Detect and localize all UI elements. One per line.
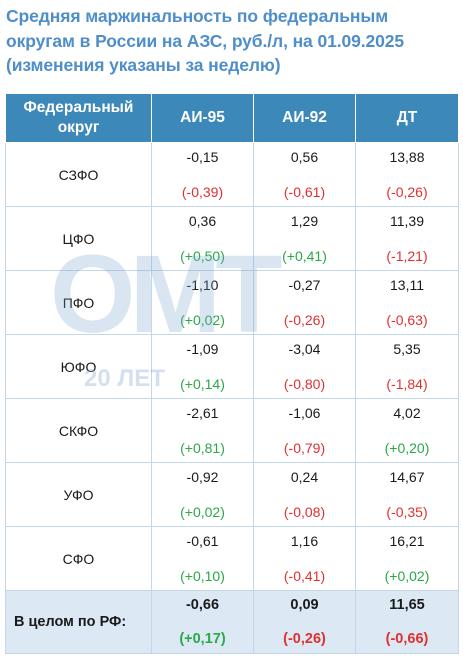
dt-change: (-0,35) (386, 504, 428, 520)
ai92-value: 1,29 (290, 213, 319, 229)
dt-value: 11,39 (390, 213, 424, 229)
ai92-cell: -0,27 (-0,26) (253, 270, 356, 335)
ai92-change: (-0,26) (283, 312, 326, 328)
ai95-change: (+0,02) (180, 504, 225, 520)
ai95-change: (+0,17) (179, 631, 226, 647)
ai92-value: 0,56 (290, 149, 319, 165)
ai95-change: (+0,81) (180, 440, 225, 456)
dt-cell: 14,67 (-0,35) (355, 462, 459, 527)
dt-change: (-0,66) (385, 631, 429, 647)
ai92-cell: 0,56 (-0,61) (253, 142, 356, 207)
ai95-change: (-0,39) (181, 184, 224, 200)
ai95-value: -1,10 (186, 277, 219, 293)
ai92-change: (+0,41) (282, 248, 327, 264)
ai95-value: -0,66 (185, 597, 220, 613)
region-cell: ПФО (5, 270, 152, 335)
ai92-cell: 0,09 (-0,26) (253, 590, 356, 654)
ai95-cell: 0,36 (+0,50) (151, 206, 254, 271)
ai92-change: (-0,80) (283, 376, 326, 392)
dt-value: 11,65 (389, 597, 425, 613)
ai92-change: (-0,79) (283, 440, 326, 456)
header-ai95: АИ-95 (151, 93, 254, 143)
header-row: Федеральный округ АИ-95 АИ-92 ДТ (5, 93, 459, 143)
dt-value: 13,11 (390, 277, 424, 293)
header-dt: ДТ (355, 93, 459, 143)
dt-value: 13,88 (389, 149, 425, 165)
chart-title: Средняя маржинальность по федеральным ок… (6, 6, 405, 75)
region-cell: ЦФО (5, 206, 152, 271)
table-row: УФО -0,92 (+0,02) 0,24 (-0,08) 14,67 (-0,35) (5, 462, 459, 527)
region-cell: СФО (5, 526, 152, 591)
region-cell: ЮФО (5, 334, 152, 399)
table-row: ЦФО 0,36 (+0,50) 1,29 (+0,41) 11,39 (-1,21) (5, 206, 459, 271)
ai95-cell: -0,92 (+0,02) (151, 462, 254, 527)
table-row: ПФО -1,10 (+0,02) -0,27 (-0,26) 13,11 (-0,63) (5, 270, 459, 335)
header-ai92: АИ-92 (253, 93, 356, 143)
ai92-change: (-0,08) (283, 504, 326, 520)
dt-cell: 13,11 (-0,63) (355, 270, 459, 335)
ai95-value: -0,92 (186, 469, 219, 485)
ai92-cell: 1,29 (+0,41) (253, 206, 356, 271)
region-cell: СКФО (5, 398, 152, 463)
ai92-cell: -3,04 (-0,80) (253, 334, 356, 399)
table-row: ЮФО -1,09 (+0,14) -3,04 (-0,80) 5,35 (-1,84) (5, 334, 459, 399)
region-cell: СЗФО (5, 142, 152, 207)
ai95-value: -0,15 (186, 149, 219, 165)
margin-table: Федеральный округ АИ-95 АИ-92 ДТ СЗФО -0,… (5, 93, 459, 654)
dt-cell: 13,88 (-0,26) (355, 142, 459, 207)
ai95-change: (+0,50) (180, 248, 225, 264)
ai92-cell: 0,24 (-0,08) (253, 462, 356, 527)
dt-value: 4,02 (393, 405, 421, 421)
dt-change: (+0,02) (384, 568, 430, 584)
dt-change: (+0,20) (384, 440, 430, 456)
dt-change: (-1,84) (386, 376, 428, 392)
total-row: В целом по РФ: -0,66 (+0,17) 0,09 (-0,26) 11,… (5, 590, 459, 654)
ai95-cell: -1,10 (+0,02) (151, 270, 254, 335)
ai92-value: -3,04 (288, 341, 321, 357)
table-row: СКФО -2,61 (+0,81) -1,06 (-0,79) 4,02 (+0,20) (5, 398, 459, 463)
ai95-cell: -1,09 (+0,14) (151, 334, 254, 399)
table-row: СФО -0,61 (+0,10) 1,16 (-0,41) 16,21 (+0,02) (5, 526, 459, 591)
dt-cell: 16,21 (+0,02) (355, 526, 459, 591)
dt-value: 16,21 (389, 533, 425, 549)
ai92-change: (-0,41) (283, 568, 326, 584)
ai92-value: 1,16 (290, 533, 319, 549)
ai95-cell: -0,61 (+0,10) (151, 526, 254, 591)
dt-cell: 5,35 (-1,84) (355, 334, 459, 399)
ai92-change: (-0,61) (283, 184, 326, 200)
dt-cell: 4,02 (+0,20) (355, 398, 459, 463)
ai95-change: (+0,14) (180, 376, 225, 392)
ai95-cell: -0,66 (+0,17) (151, 590, 254, 654)
ai95-change: (+0,10) (180, 568, 225, 584)
region-cell: УФО (5, 462, 152, 527)
ai95-change: (+0,02) (180, 312, 225, 328)
ai92-value: -1,06 (288, 405, 321, 421)
ai92-change: (-0,26) (283, 631, 326, 647)
dt-value: 14,67 (389, 469, 425, 485)
ai92-cell: 1,16 (-0,41) (253, 526, 356, 591)
header-region: Федеральный округ (5, 93, 152, 143)
region-cell: В целом по РФ: (5, 590, 152, 654)
ai92-cell: -1,06 (-0,79) (253, 398, 356, 463)
dt-cell: 11,65 (-0,66) (355, 590, 459, 654)
ai95-value: 0,36 (188, 213, 217, 229)
ai92-value: 0,24 (290, 469, 319, 485)
table-row: СЗФО -0,15 (-0,39) 0,56 (-0,61) 13,88 (-0,26) (5, 142, 459, 207)
ai92-value: -0,27 (288, 277, 321, 293)
dt-change: (-1,21) (386, 248, 428, 264)
dt-change: (-0,63) (386, 312, 428, 328)
ai95-value: -0,61 (186, 533, 219, 549)
dt-value: 5,35 (393, 341, 421, 357)
ai95-cell: -2,61 (+0,81) (151, 398, 254, 463)
ai95-value: -1,09 (186, 341, 219, 357)
ai92-value: 0,09 (290, 597, 319, 613)
dt-change: (-0,26) (386, 184, 428, 200)
dt-cell: 11,39 (-1,21) (355, 206, 459, 271)
ai95-cell: -0,15 (-0,39) (151, 142, 254, 207)
ai95-value: -2,61 (186, 405, 219, 421)
